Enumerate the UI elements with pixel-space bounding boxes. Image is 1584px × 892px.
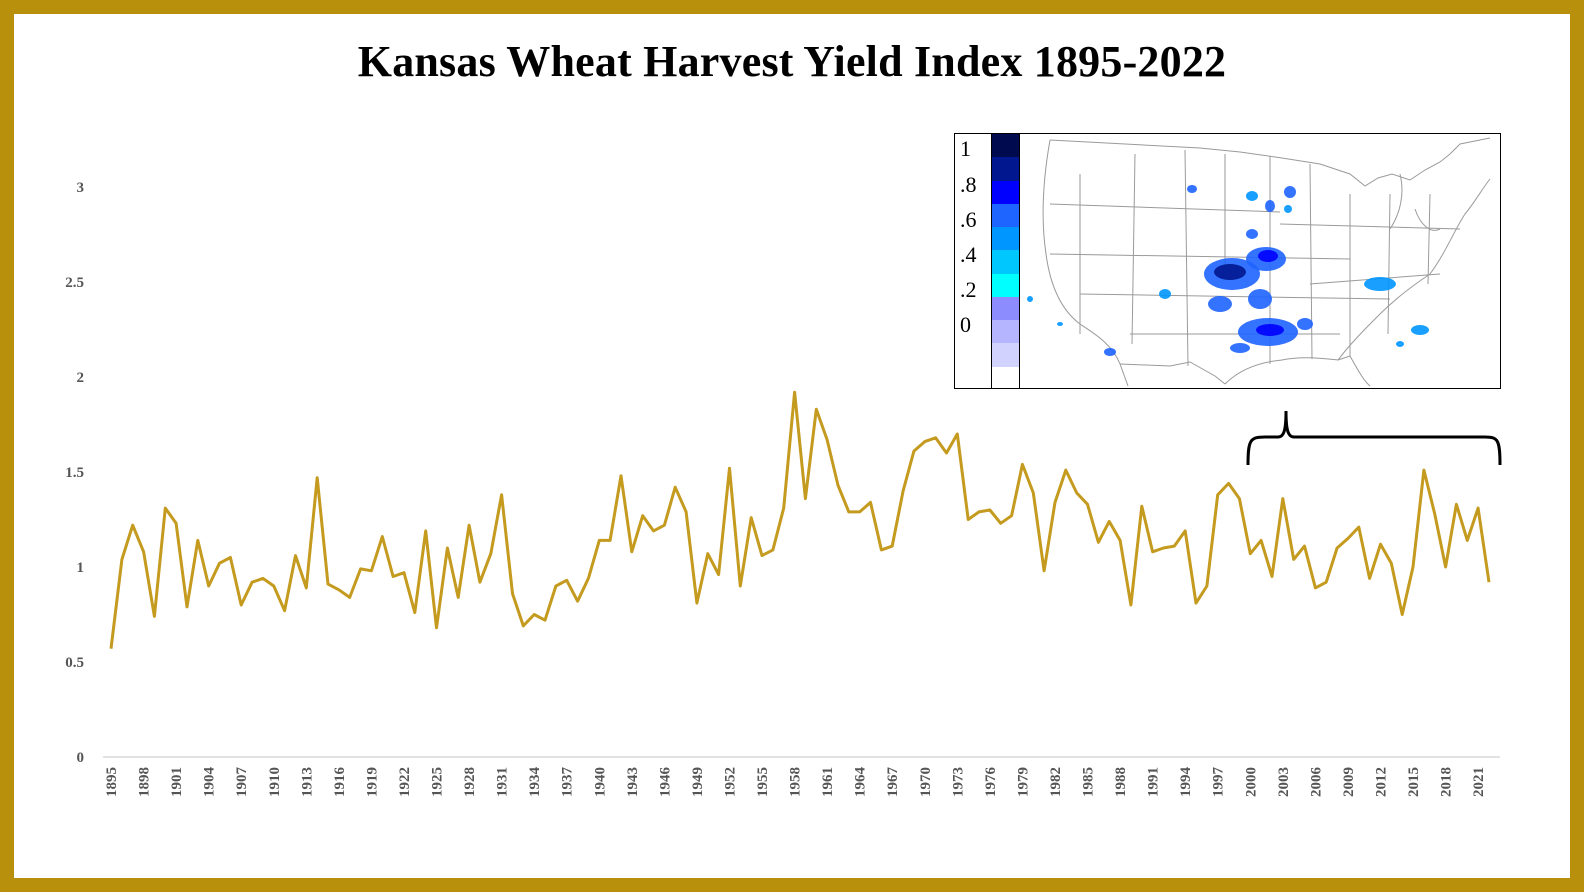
x-tick-label: 1949: [690, 767, 706, 797]
colorbar-swatch: [992, 320, 1019, 344]
colorbar-swatch: [992, 296, 1019, 321]
colorbar-swatch: [992, 250, 1019, 274]
x-tick-label: 2000: [1243, 767, 1259, 797]
x-tick-label: 1994: [1178, 767, 1194, 798]
colorbar-label: .6: [960, 207, 977, 232]
x-tick-label: 2003: [1276, 767, 1292, 797]
x-tick-label: 1988: [1113, 767, 1129, 797]
x-tick-label: 2009: [1341, 767, 1357, 797]
colorbar-label: .4: [960, 242, 977, 267]
x-tick-label: 1907: [234, 767, 250, 798]
x-tick-label: 1976: [983, 767, 999, 798]
y-tick-label: 2.5: [65, 275, 84, 291]
series-line: [109, 390, 1491, 649]
x-tick-label: 2012: [1373, 767, 1389, 797]
x-tick-label: 1955: [755, 767, 771, 797]
x-tick-label: 1931: [495, 767, 511, 797]
colorbar-labels: 1 .8 .6 .4 .2 0: [955, 134, 991, 388]
colorbar-swatch: [992, 134, 1019, 158]
x-tick-label: 1895: [104, 767, 120, 797]
x-tick-label: 1901: [169, 767, 185, 797]
x-tick-label: 1922: [397, 767, 413, 797]
inset-map: 1 .8 .6 .4 .2 0: [954, 133, 1501, 389]
x-tick-label: 1961: [820, 767, 836, 797]
x-tick-label: 1928: [462, 767, 478, 797]
y-tick-label: 1: [77, 560, 85, 576]
plot-area: [109, 390, 1491, 649]
period-bracket: [1246, 410, 1502, 466]
x-tick-label: 1973: [950, 767, 966, 797]
x-tick-label: 1952: [722, 767, 738, 797]
x-tick-label: 1934: [527, 767, 543, 798]
us-map: [1027, 137, 1491, 387]
colorbar-swatch: [992, 180, 1019, 204]
colorbar-label: 0: [960, 312, 971, 337]
y-axis: 0 0.5 1 1.5 2 2.5 3: [65, 180, 84, 766]
x-tick-label: 1967: [885, 767, 901, 798]
x-tick-label: 1958: [788, 767, 804, 797]
x-tick-label: 1937: [560, 767, 576, 798]
x-tick-label: 1919: [364, 767, 380, 797]
x-tick-label: 1970: [918, 767, 934, 797]
x-tick-label: 1997: [1211, 767, 1227, 798]
y-tick-label: 1.5: [65, 465, 84, 481]
x-tick-label: 1910: [267, 767, 283, 797]
colorbar-swatch: [992, 203, 1019, 228]
colorbar-swatch: [992, 366, 1019, 388]
y-tick-label: 0.5: [65, 655, 84, 671]
x-tick-label: 1913: [299, 767, 315, 797]
y-tick-label: 0: [77, 750, 85, 766]
colorbar-label: 1: [960, 136, 971, 161]
x-tick-label: 1940: [592, 767, 608, 797]
yield-anomaly-regions: [1027, 185, 1429, 356]
x-tick-label: 1898: [137, 767, 153, 797]
x-tick-label: 1943: [625, 767, 641, 797]
x-tick-label: 1916: [332, 767, 348, 798]
x-tick-label: 1925: [430, 767, 446, 797]
chart-title: Kansas Wheat Harvest Yield Index 1895-20…: [357, 37, 1227, 86]
x-axis: 1895 1898 1901 1904 1907 1910 1913 1916 1919 1922…: [103, 756, 1500, 798]
x-tick-label: 2015: [1406, 767, 1422, 797]
x-tick-label: 2018: [1439, 767, 1455, 797]
x-tick-label: 1904: [202, 767, 218, 798]
x-tick-label: 1985: [1081, 767, 1097, 797]
colorbar-label: .2: [960, 277, 977, 302]
colorbar: [991, 134, 1020, 388]
colorbar-swatch: [992, 157, 1019, 181]
x-tick-label: 1979: [1015, 767, 1031, 797]
colorbar-swatch: [992, 343, 1019, 367]
x-tick-label: 1991: [1146, 767, 1162, 797]
x-tick-label: 1946: [657, 767, 673, 798]
x-tick-label: 2021: [1471, 767, 1487, 797]
colorbar-swatch: [992, 227, 1019, 251]
x-tick-label: 2006: [1308, 767, 1324, 798]
colorbar-label: .8: [960, 172, 977, 197]
y-tick-label: 3: [77, 180, 85, 196]
x-tick-label: 1982: [1048, 767, 1064, 797]
colorbar-swatch: [992, 273, 1019, 297]
y-tick-label: 2: [77, 370, 85, 386]
x-tick-label: 1964: [853, 767, 869, 798]
